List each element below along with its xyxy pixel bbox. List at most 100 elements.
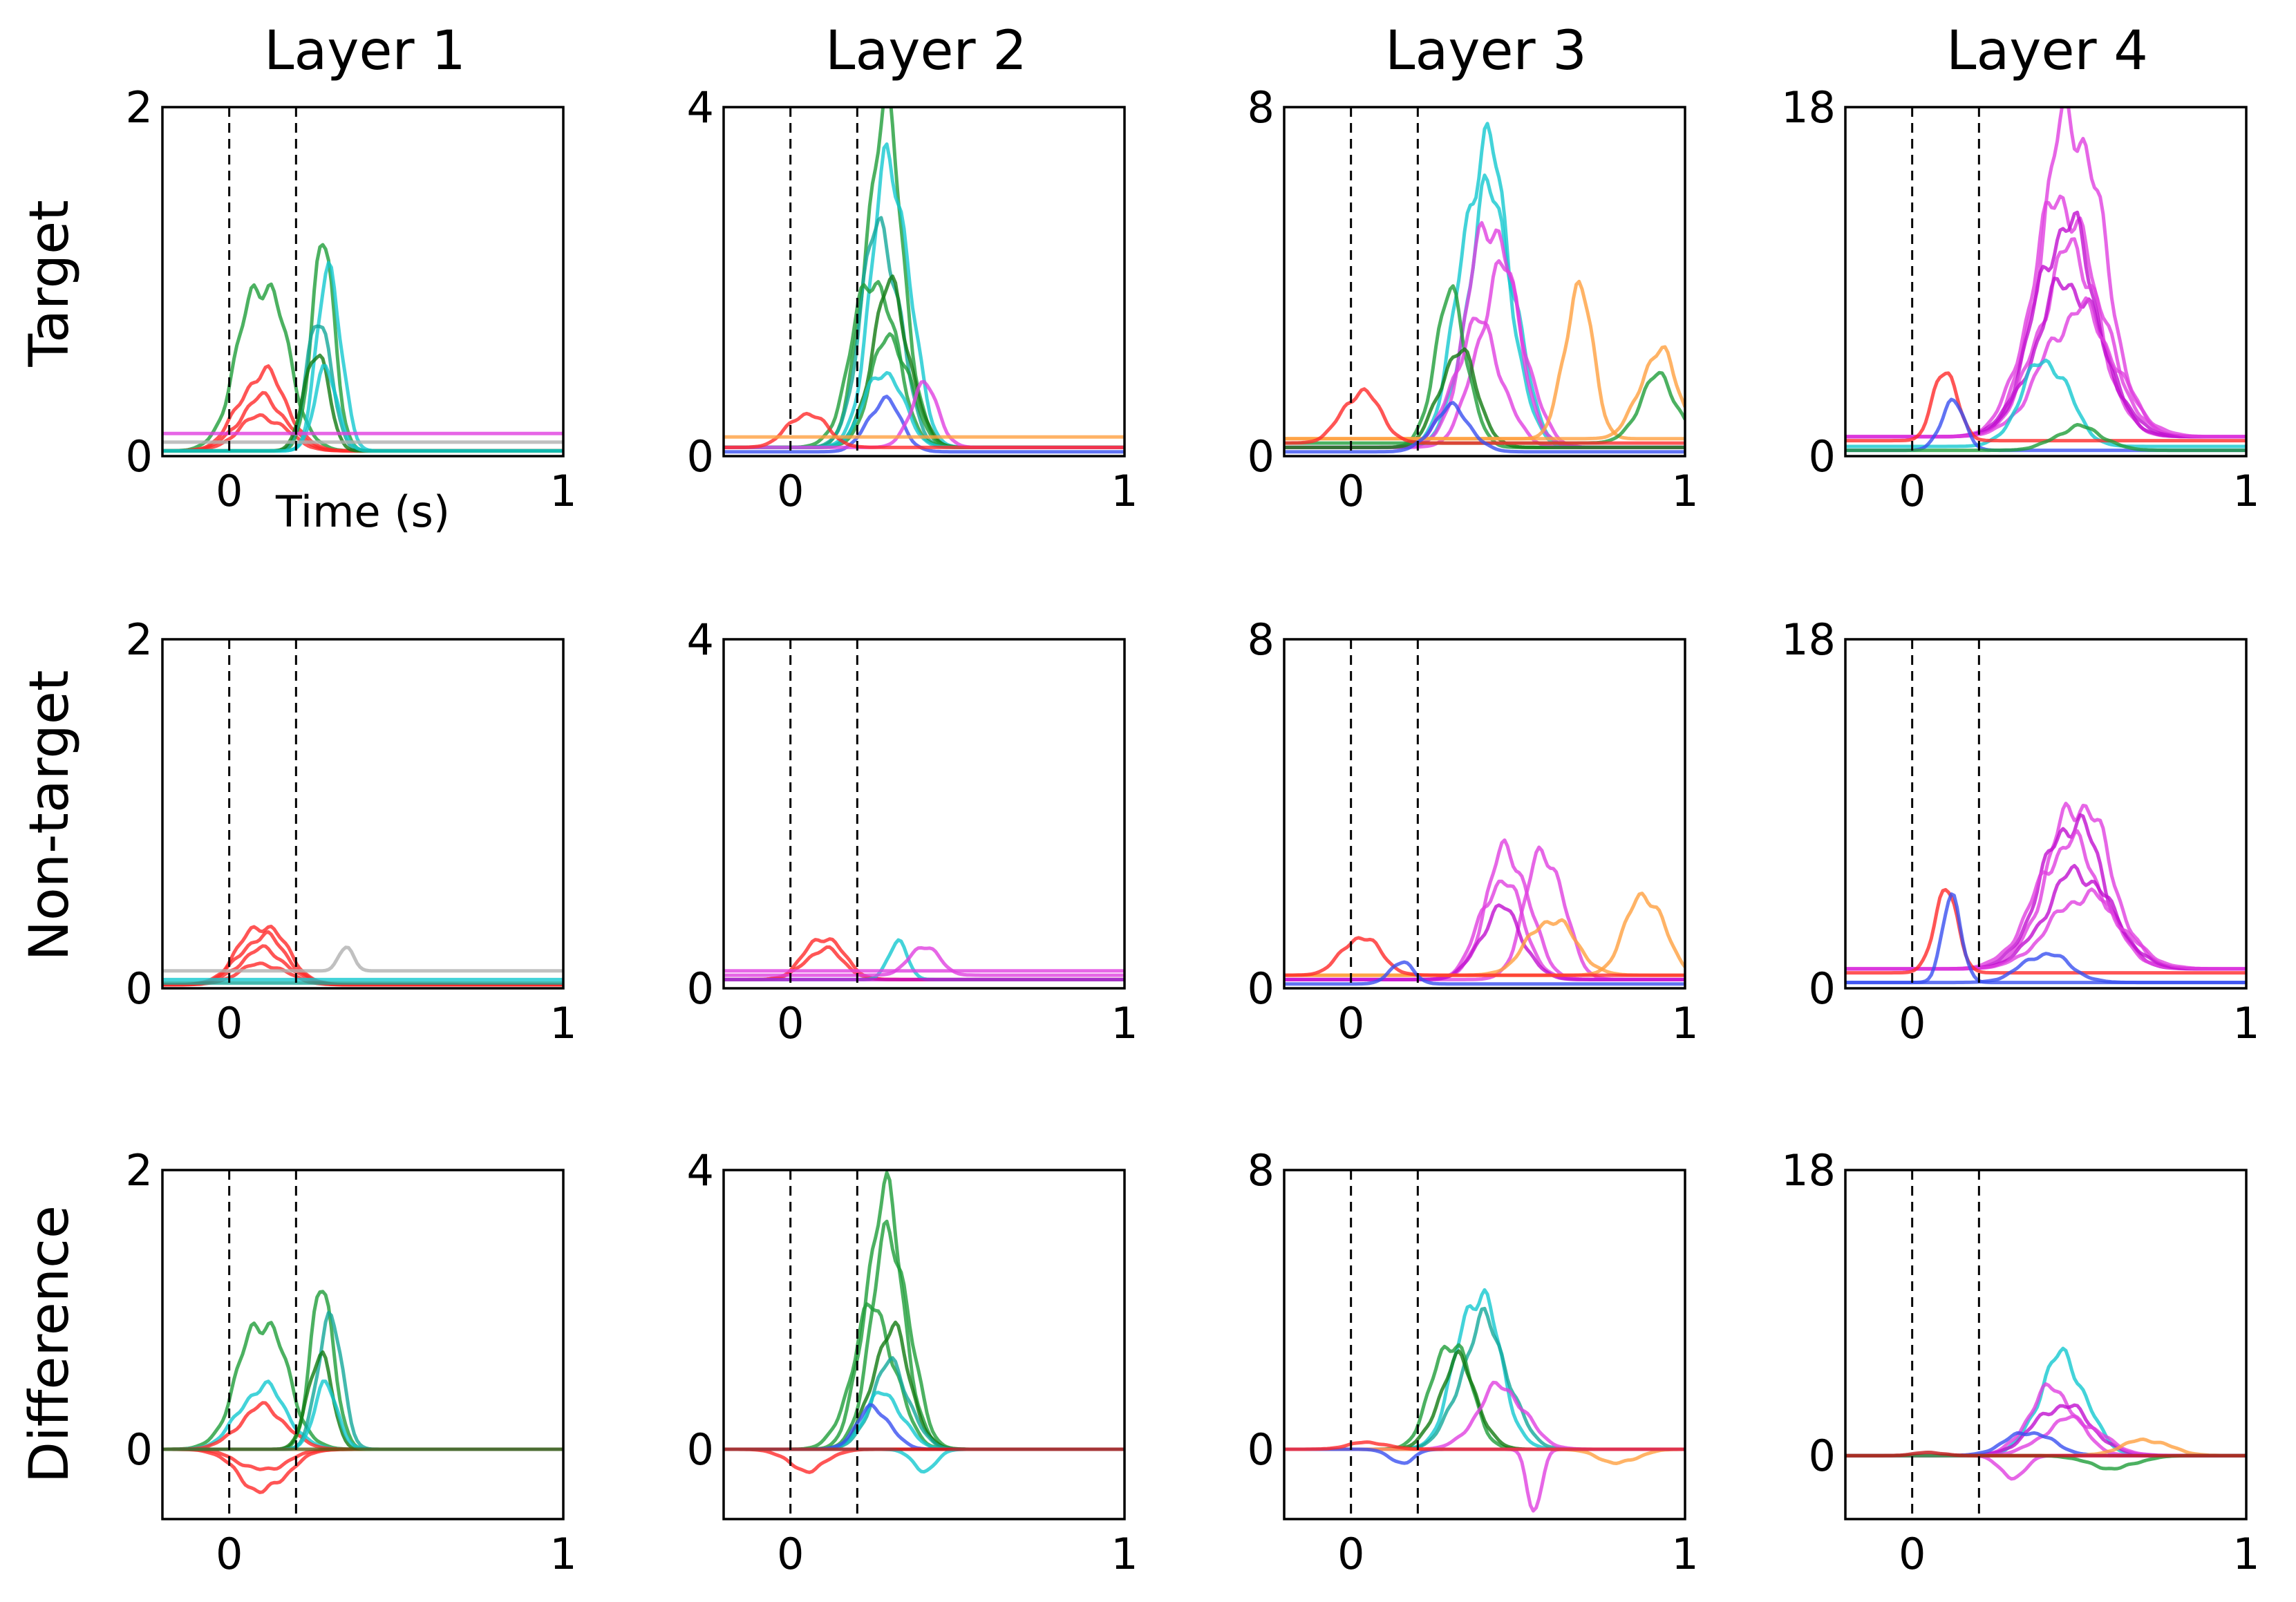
axes-frame bbox=[1844, 638, 2248, 990]
y-tick-label: 18 bbox=[1781, 1145, 1836, 1196]
x-tick-label: 0 bbox=[1337, 1529, 1364, 1579]
series-line-purple bbox=[1845, 276, 2246, 439]
series-group bbox=[724, 107, 1125, 454]
x-tick-label: 0 bbox=[777, 1529, 804, 1579]
x-tick-label: 0 bbox=[1899, 998, 1926, 1048]
series-line-cyan bbox=[1845, 1346, 2246, 1458]
y-tick-label: 0 bbox=[1809, 431, 1836, 482]
y-tick-label: 4 bbox=[687, 1145, 714, 1196]
panel-l3-target: 0 1 0 8 bbox=[1248, 82, 1699, 516]
panel-l4-difference: 0 1 0 18 bbox=[1781, 1145, 2260, 1579]
series-line-cyan bbox=[1284, 122, 1685, 449]
series-line-purple bbox=[1845, 210, 2246, 439]
series-line-cyan bbox=[724, 142, 1125, 449]
y-tick-label: 0 bbox=[1809, 963, 1836, 1014]
row-labels: Target Non-target Difference bbox=[19, 200, 81, 1483]
y-tick-label: 0 bbox=[1248, 1424, 1274, 1475]
y-tick-label: 0 bbox=[1248, 431, 1274, 482]
x-tick-label: 0 bbox=[777, 466, 804, 516]
axes-frame bbox=[161, 106, 565, 458]
axes-frame bbox=[161, 1169, 565, 1520]
y-tick-label: 4 bbox=[687, 82, 714, 133]
x-tick-label: 1 bbox=[1671, 1529, 1698, 1579]
column-titles: Layer 1 Layer 2 Layer 3 Layer 4 bbox=[264, 20, 2148, 82]
x-tick-label: 0 bbox=[1899, 1529, 1926, 1579]
x-tick-label: 1 bbox=[1671, 998, 1698, 1048]
panel-l1-target: 0 1 0 2 bbox=[126, 82, 577, 516]
x-tick-label: 0 bbox=[216, 466, 243, 516]
x-tick-label: 1 bbox=[1111, 998, 1138, 1048]
series-line-green bbox=[162, 1321, 563, 1451]
y-tick-label: 0 bbox=[126, 1424, 153, 1475]
x-tick-label: 0 bbox=[1899, 466, 1926, 516]
series-line-green bbox=[724, 107, 1125, 449]
axes-frame bbox=[1283, 638, 1686, 990]
series-line-magenta bbox=[1284, 838, 1685, 981]
axes-frame bbox=[1283, 1169, 1686, 1520]
panel-l2-nontarget: 0 1 0 4 bbox=[687, 614, 1138, 1048]
y-tick-label: 0 bbox=[126, 431, 153, 482]
axes-frame bbox=[1844, 1169, 2248, 1520]
series-group bbox=[1284, 122, 1685, 454]
x-tick-label: 1 bbox=[549, 1529, 576, 1579]
axes-frame bbox=[722, 1169, 1126, 1520]
series-line-magenta bbox=[1845, 887, 2246, 971]
series-group bbox=[1284, 1288, 1685, 1513]
series-line-green bbox=[724, 1171, 1125, 1451]
series-line-green bbox=[724, 1219, 1125, 1451]
y-tick-label: 2 bbox=[126, 82, 153, 133]
series-line-gray bbox=[162, 945, 563, 973]
y-tick-label: 0 bbox=[687, 1424, 714, 1475]
panel-l1-nontarget: 0 1 0 2 bbox=[126, 614, 577, 1048]
series-line-red bbox=[724, 1447, 1125, 1474]
y-tick-label: 0 bbox=[1248, 963, 1274, 1014]
panel-l4-nontarget: 0 1 0 18 bbox=[1781, 614, 2260, 1048]
x-tick-label: 1 bbox=[2232, 1529, 2259, 1579]
series-group bbox=[1845, 802, 2246, 985]
x-tick-label: 1 bbox=[1111, 466, 1138, 516]
series-group bbox=[724, 1171, 1125, 1474]
panel-l2-target: 0 1 0 4 bbox=[687, 82, 1138, 516]
series-line-red bbox=[1845, 887, 2246, 975]
row-label-difference: Difference bbox=[19, 1205, 81, 1483]
series-line-magenta bbox=[1845, 829, 2246, 971]
series-group bbox=[162, 1290, 563, 1494]
series-line-magenta bbox=[1284, 879, 1685, 981]
axes-frame bbox=[1283, 106, 1686, 458]
series-group bbox=[724, 937, 1125, 981]
x-tick-label: 1 bbox=[549, 466, 576, 516]
y-tick-label: 2 bbox=[126, 1145, 153, 1196]
panel-l3-nontarget: 0 1 0 8 bbox=[1248, 614, 1699, 1048]
x-axis-label-time: Time (s) bbox=[275, 487, 450, 537]
series-group bbox=[162, 925, 563, 987]
series-line-orange bbox=[1284, 345, 1685, 441]
x-tick-label: 0 bbox=[216, 1529, 243, 1579]
series-line-red bbox=[1284, 936, 1685, 977]
x-tick-label: 1 bbox=[2232, 998, 2259, 1048]
series-group bbox=[162, 243, 563, 453]
series-line-cyan bbox=[162, 261, 563, 453]
column-title-layer-4: Layer 4 bbox=[1946, 20, 2148, 82]
axes-frame bbox=[722, 638, 1126, 990]
y-tick-label: 4 bbox=[687, 614, 714, 665]
series-line-cyan bbox=[162, 364, 563, 453]
series-line-orange bbox=[1284, 1447, 1685, 1465]
series-line-green bbox=[1284, 284, 1685, 449]
x-tick-label: 0 bbox=[777, 998, 804, 1048]
y-tick-label: 8 bbox=[1248, 82, 1274, 133]
y-tick-label: 8 bbox=[1248, 614, 1274, 665]
y-tick-label: 0 bbox=[687, 431, 714, 482]
series-line-purple bbox=[1845, 1403, 2246, 1458]
row-label-non-target: Non-target bbox=[19, 670, 81, 961]
series-line-red bbox=[724, 411, 1125, 449]
series-line-blue bbox=[1284, 401, 1685, 454]
series-line-blue bbox=[1284, 960, 1685, 986]
panel-l1-difference: 0 1 0 2 bbox=[126, 1145, 577, 1579]
series-line-magenta bbox=[1845, 296, 2246, 439]
y-tick-label: 0 bbox=[1809, 1431, 1836, 1481]
series-line-magenta bbox=[1845, 802, 2246, 971]
series-line-red bbox=[724, 937, 1125, 981]
x-tick-label: 0 bbox=[1337, 998, 1364, 1048]
